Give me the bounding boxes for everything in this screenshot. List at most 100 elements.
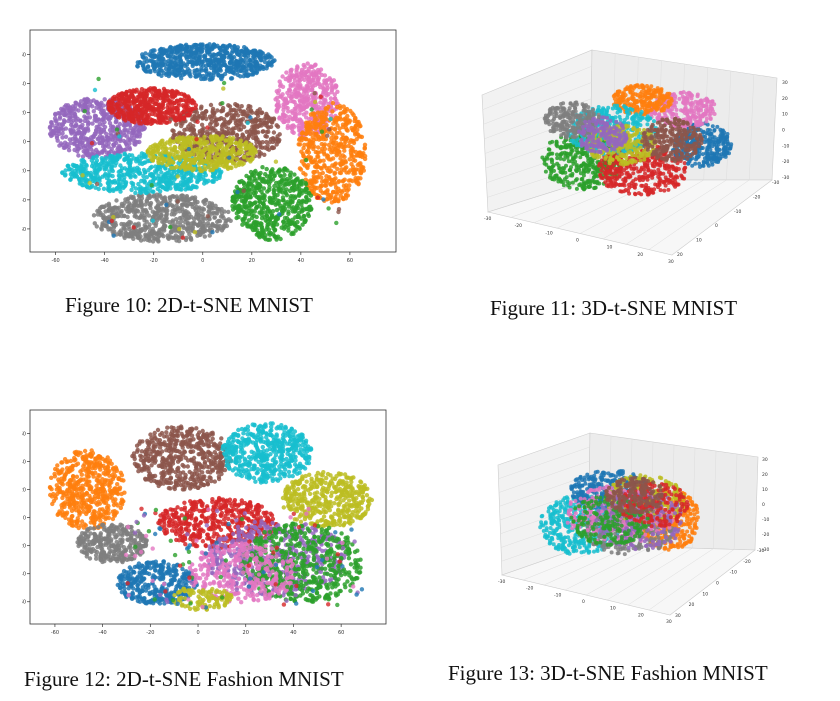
scatter-point (179, 52, 184, 57)
scatter-point (184, 202, 189, 208)
scatter-point (68, 105, 73, 111)
scatter-point (344, 165, 349, 170)
scatter-point (319, 116, 324, 121)
scatter-point (277, 132, 282, 137)
scatter-point (242, 154, 247, 159)
scatter-point (201, 63, 206, 68)
scatter-point (61, 118, 67, 123)
scatter-point (171, 235, 176, 241)
scatter-point (143, 232, 148, 237)
scatter-point (232, 71, 237, 76)
scatter-point (58, 126, 64, 131)
scatter-point (124, 233, 129, 238)
scatter-point (159, 184, 164, 189)
scatter-point (53, 125, 58, 131)
scatter-point (329, 81, 334, 86)
scatter-point (253, 206, 259, 211)
scatter-point (291, 182, 297, 187)
scatter-point (342, 148, 347, 153)
scatter-point (297, 103, 302, 108)
scatter-point (349, 145, 354, 150)
scatter-point (186, 59, 191, 65)
scatter-point (229, 113, 234, 118)
scatter-point (184, 172, 189, 177)
scatter-point (297, 142, 303, 147)
scatter-point (170, 160, 176, 165)
scatter-point (111, 134, 116, 139)
scatter-point (258, 49, 263, 54)
scatter-point (174, 206, 180, 212)
scatter-point (208, 102, 214, 108)
scatter-point (362, 142, 368, 147)
scatter-point (283, 105, 289, 110)
scatter-point (73, 107, 78, 112)
scatter-point (72, 163, 77, 169)
scatter-point (292, 78, 298, 83)
scatter-point (235, 113, 241, 118)
scatter-point (275, 216, 281, 221)
scatter-point (271, 200, 276, 205)
scatter-point (200, 206, 205, 211)
scatter-point (304, 186, 309, 191)
scatter-point (226, 217, 231, 222)
scatter-point (265, 54, 270, 60)
scatter-point (192, 70, 197, 76)
scatter-point (252, 227, 258, 232)
scatter-point (147, 202, 152, 207)
scatter-point (296, 192, 302, 198)
scatter-point (248, 151, 254, 156)
scatter-point (322, 78, 327, 83)
scatter-point (214, 151, 220, 156)
scatter-point (269, 213, 275, 219)
scatter-point (333, 161, 338, 166)
scatter-point (49, 133, 54, 139)
scatter-point (166, 67, 172, 72)
scatter-point (251, 190, 257, 196)
scatter-point (250, 156, 255, 161)
scatter-point (302, 142, 307, 147)
scatter-point (163, 216, 168, 221)
scatter-point (292, 209, 297, 214)
scatter-point (200, 129, 206, 134)
scatter-point (63, 134, 69, 139)
scatter-point (135, 64, 140, 69)
scatter-point (226, 209, 231, 215)
scatter-point (177, 157, 183, 163)
scatter-point (207, 233, 212, 238)
scatter-point (143, 207, 148, 213)
scatter-point (277, 198, 282, 204)
scatter-point (221, 223, 226, 229)
scatter-point (332, 127, 338, 132)
scatter-point (221, 55, 227, 60)
scatter-point (274, 123, 279, 128)
scatter-point (98, 130, 104, 135)
scatter-point (311, 94, 316, 99)
scatter-point (306, 213, 311, 219)
scatter-point (317, 107, 322, 112)
scatter-point (222, 49, 227, 54)
scatter-point (301, 199, 307, 204)
scatter-point (170, 48, 175, 53)
scatter-point (250, 208, 255, 213)
scatter-point (222, 122, 227, 127)
scatter-point (268, 169, 273, 175)
scatter-point (216, 174, 221, 179)
scatter-point (70, 124, 75, 129)
scatter-point (297, 111, 302, 116)
scatter-point (330, 100, 336, 106)
scatter-point (67, 111, 72, 116)
y-tick-label: -20 (22, 169, 26, 175)
scatter-point (101, 113, 107, 118)
scatter-point (349, 161, 354, 167)
scatter-point (203, 158, 209, 163)
scatter-point (324, 111, 329, 117)
scatter-point (140, 226, 145, 232)
scatter-point (183, 167, 188, 172)
scatter-point (212, 215, 217, 220)
scatter-point (106, 141, 111, 146)
scatter-point (286, 109, 291, 114)
scatter-point (251, 184, 256, 189)
scatter-point (199, 76, 204, 82)
scatter-point (327, 175, 332, 180)
scatter-point (332, 170, 338, 175)
